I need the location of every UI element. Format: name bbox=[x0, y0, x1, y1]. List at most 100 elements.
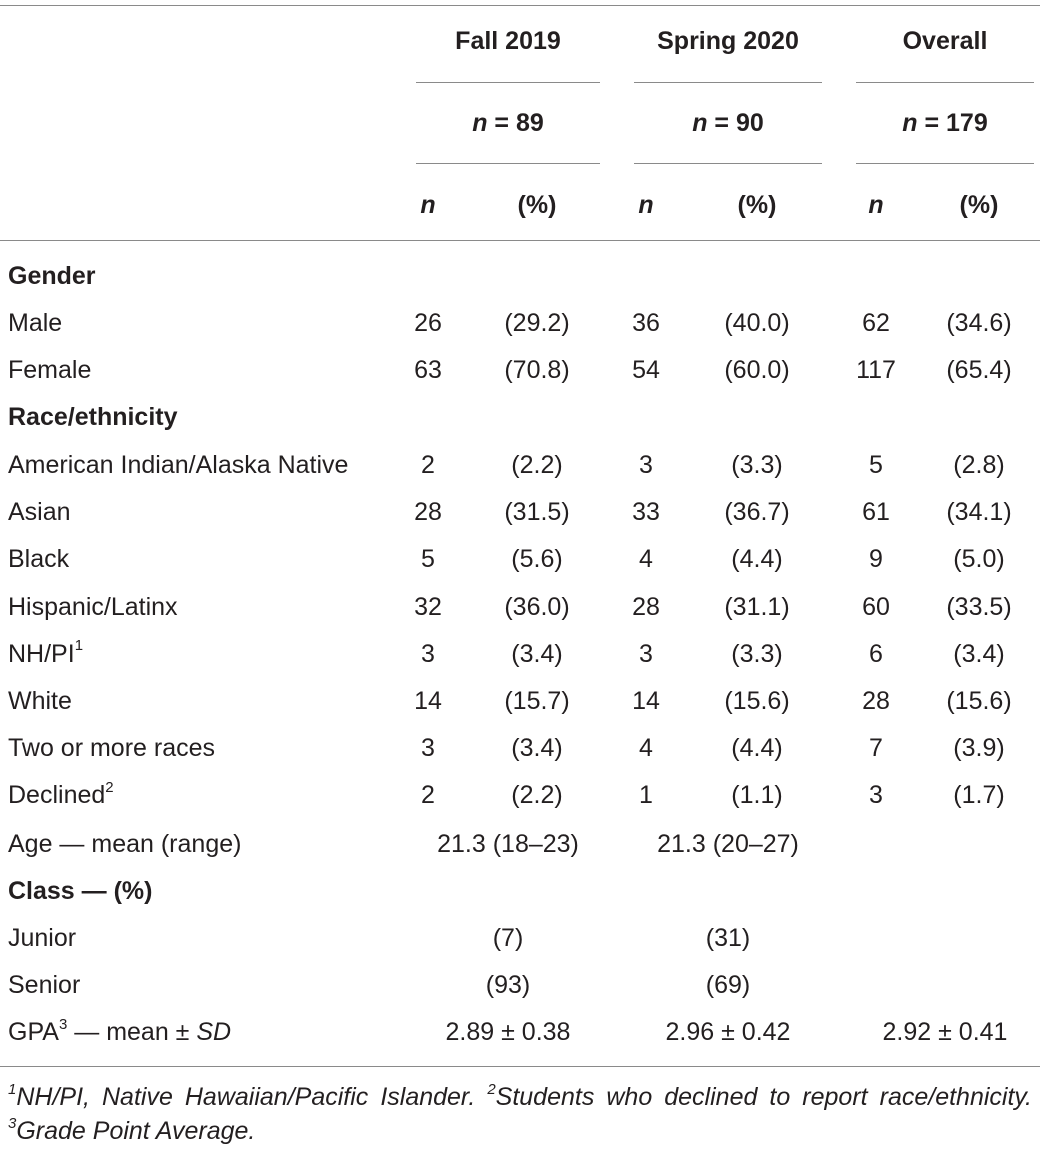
row-label: Black bbox=[8, 544, 69, 574]
row-label: Female bbox=[8, 355, 91, 385]
age-fall-value: 21.3 (18–23) bbox=[437, 830, 579, 858]
table-cell: 61 bbox=[862, 498, 890, 527]
table-cell: 33 bbox=[632, 498, 660, 527]
n-symbol: n bbox=[902, 109, 918, 137]
table-cell: (3.3) bbox=[731, 639, 783, 668]
footnote-marker: 2 bbox=[105, 779, 114, 797]
class-senior-label: Senior bbox=[8, 971, 81, 999]
spring-header-rule-1 bbox=[634, 82, 822, 83]
footnote-marker: 1 bbox=[8, 1080, 17, 1098]
spring-header-rule-2 bbox=[634, 163, 822, 164]
table-cell: (4.4) bbox=[731, 545, 783, 574]
row-label: American Indian/Alaska Native bbox=[8, 450, 348, 480]
table-cell: 3 bbox=[421, 734, 435, 763]
table-cell: (3.4) bbox=[511, 639, 563, 668]
table-cell: 14 bbox=[632, 687, 660, 715]
header-bottom-rule bbox=[0, 240, 1040, 241]
col-header-pct: (%) bbox=[517, 191, 557, 219]
fall-header-rule-2 bbox=[416, 163, 600, 164]
class-junior-fall: (7) bbox=[492, 924, 524, 952]
section-gender: Gender bbox=[8, 262, 96, 290]
footnote-marker: 3 bbox=[8, 1114, 17, 1132]
table-cell: 3 bbox=[639, 639, 653, 668]
table-cell: (36.0) bbox=[504, 592, 570, 621]
table-cell: (2.8) bbox=[953, 451, 1005, 479]
table-cell: (33.5) bbox=[946, 592, 1012, 621]
table-cell: (65.4) bbox=[946, 356, 1012, 384]
overall-header-rule-1 bbox=[856, 82, 1034, 83]
table-cell: 9 bbox=[869, 545, 883, 574]
footnote-text: NH/PI, Native Hawaiian/Pacific Islander. bbox=[16, 1083, 488, 1111]
footnote-marker: 1 bbox=[74, 637, 84, 655]
row-label: Declined2 bbox=[8, 780, 114, 810]
class-senior-fall: (93) bbox=[485, 971, 531, 999]
table-cell: (15.6) bbox=[724, 687, 790, 715]
table-cell: 28 bbox=[632, 592, 660, 621]
row-label: Two or more races bbox=[8, 733, 215, 763]
table-cell: 117 bbox=[856, 356, 896, 384]
table-cell: (4.4) bbox=[731, 734, 783, 763]
table-cell: (36.7) bbox=[724, 498, 790, 527]
class-junior-spring: (31) bbox=[705, 924, 751, 952]
table-cell: (2.2) bbox=[511, 781, 563, 810]
n-symbol: n bbox=[472, 109, 488, 137]
row-label-text: Female bbox=[8, 356, 92, 384]
row-label-text: American Indian/Alaska Native bbox=[8, 451, 349, 479]
row-label-text: Hispanic/Latinx bbox=[8, 592, 178, 621]
n-value: = 89 bbox=[487, 109, 544, 137]
table-cell: (5.6) bbox=[511, 545, 563, 574]
col-header-n: n bbox=[420, 191, 436, 219]
table-cell: 1 bbox=[639, 781, 653, 810]
table-cell: (70.8) bbox=[504, 356, 570, 384]
overall-header-rule-2 bbox=[856, 163, 1034, 164]
col-header-pct: (%) bbox=[737, 191, 777, 219]
age-row-label: Age — mean (range) bbox=[8, 830, 242, 858]
table-cell: 26 bbox=[414, 309, 442, 337]
gpa-label: GPA bbox=[8, 1018, 59, 1046]
table-cell: (31.1) bbox=[724, 592, 790, 621]
spring-2020-n: n = 90 bbox=[628, 108, 828, 138]
table-cell: 5 bbox=[421, 545, 435, 574]
table-cell: 54 bbox=[632, 356, 660, 384]
col-header-n: n bbox=[638, 191, 654, 219]
table-bottom-rule bbox=[0, 1066, 1040, 1067]
table-cell: 5 bbox=[869, 451, 883, 479]
table-cell: 3 bbox=[421, 639, 435, 668]
table-cell: (60.0) bbox=[724, 356, 790, 384]
row-label: White bbox=[8, 686, 72, 716]
table-cell: 63 bbox=[414, 356, 442, 384]
table-cell: (29.2) bbox=[504, 309, 570, 337]
overall-header: Overall bbox=[902, 27, 988, 55]
table-cell: 28 bbox=[862, 687, 890, 715]
col-header-n: n bbox=[868, 191, 884, 219]
table-cell: 3 bbox=[639, 451, 653, 479]
table-cell: 2 bbox=[421, 781, 435, 810]
table-cell: (1.7) bbox=[953, 781, 1005, 810]
fall-2019-header: Fall 2019 bbox=[455, 27, 561, 55]
table-cell: (3.4) bbox=[511, 734, 563, 763]
gpa-fall-value: 2.89 ± 0.38 bbox=[445, 1018, 571, 1046]
table-cell: (2.2) bbox=[511, 451, 563, 479]
class-senior-spring: (69) bbox=[705, 971, 751, 999]
table-cell: 3 bbox=[869, 781, 883, 810]
fall-header-rule-1 bbox=[416, 82, 600, 83]
table-cell: (40.0) bbox=[724, 309, 790, 337]
table-cell: (3.3) bbox=[731, 451, 783, 479]
n-value: = 179 bbox=[917, 109, 988, 137]
gpa-overall-value: 2.92 ± 0.41 bbox=[882, 1018, 1008, 1046]
gpa-spring-value: 2.96 ± 0.42 bbox=[665, 1018, 791, 1046]
table-cell: 62 bbox=[862, 309, 890, 337]
section-race-ethnicity: Race/ethnicity bbox=[8, 403, 178, 431]
table-footnote: 1NH/PI, Native Hawaiian/Pacific Islander… bbox=[8, 1080, 1032, 1148]
sd-symbol: SD bbox=[196, 1018, 232, 1046]
fall-2019-n: n = 89 bbox=[408, 108, 608, 138]
row-label: Male bbox=[8, 308, 62, 338]
table-cell: (1.1) bbox=[731, 781, 783, 810]
table-cell: 32 bbox=[414, 592, 442, 621]
table-cell: (3.9) bbox=[953, 734, 1005, 763]
section-class: Class — (%) bbox=[8, 877, 153, 905]
row-label-text: Black bbox=[8, 545, 70, 574]
row-label: Hispanic/Latinx bbox=[8, 592, 178, 622]
table-cell: (15.7) bbox=[504, 687, 570, 715]
overall-n: n = 179 bbox=[845, 108, 1040, 138]
